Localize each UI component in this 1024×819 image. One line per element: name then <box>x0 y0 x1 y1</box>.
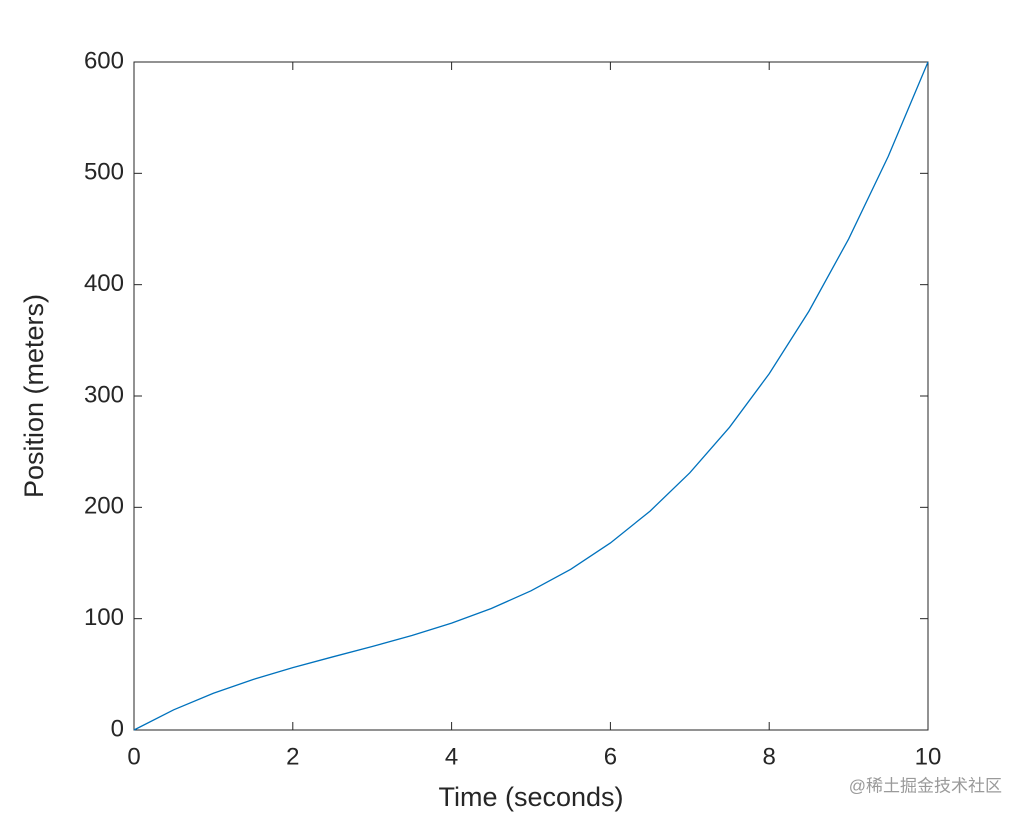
y-tick-label: 200 <box>84 493 124 520</box>
x-tick-label: 6 <box>604 743 617 770</box>
x-tick-label: 4 <box>445 743 458 770</box>
y-tick-label: 400 <box>84 270 124 297</box>
y-axis-label: Position (meters) <box>19 294 49 498</box>
y-tick-label: 100 <box>84 604 124 631</box>
y-tick-label: 500 <box>84 159 124 186</box>
plot-box <box>133 61 929 731</box>
y-tick-label: 300 <box>84 381 124 408</box>
watermark: @稀土掘金技术社区 <box>849 776 1002 795</box>
x-tick-label: 0 <box>127 743 140 770</box>
x-axis-label: Time (seconds) <box>438 782 623 812</box>
y-tick-label: 0 <box>111 715 124 742</box>
x-tick-label: 2 <box>286 743 299 770</box>
y-tick-label: 600 <box>84 47 124 74</box>
x-tick-label: 8 <box>763 743 776 770</box>
x-tick-label: 10 <box>915 743 942 770</box>
line-series <box>133 61 929 731</box>
